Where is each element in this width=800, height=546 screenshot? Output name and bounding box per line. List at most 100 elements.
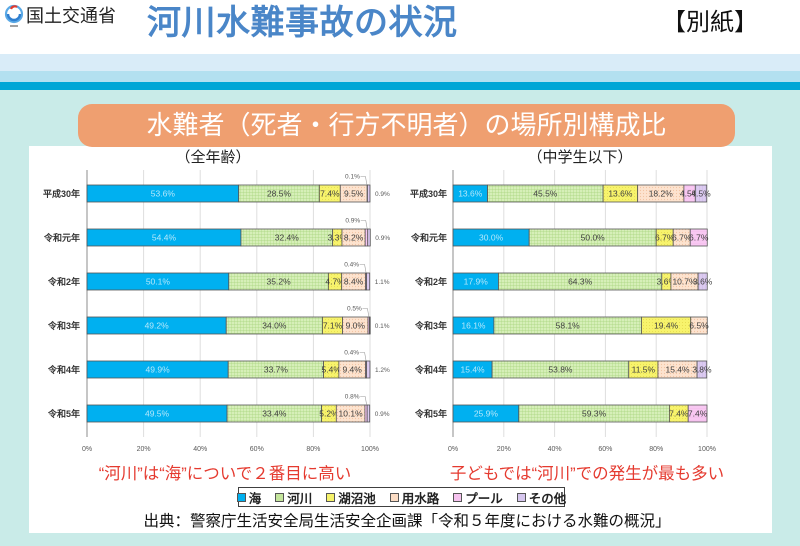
data-label: 5.4% [322,365,342,375]
bar-segment-other [696,360,708,379]
legend-marker-river [275,492,285,502]
data-label: 4.7% [325,277,345,287]
header-band-mid [0,71,800,82]
ministry-logo-icon [4,3,24,30]
data-label: 35.2% [267,277,292,287]
data-label: 10.7% [672,277,697,287]
legend-marker-other [516,492,526,502]
legend-label: プール [465,491,503,506]
data-label: 3.6% [693,277,713,287]
data-label-outside: 0.9% [375,411,390,418]
data-label: 50.0% [581,233,606,243]
data-label: 32.4% [275,233,300,243]
data-label: 9.0% [346,321,366,331]
x-tick-label: 0% [448,446,458,453]
category-label: 令和5年 [47,408,80,419]
section-banner: 水難者（死者・行方不明者）の場所別構成比 [78,104,735,147]
data-label: 7.4% [669,409,689,419]
x-tick-label: 20% [497,446,511,453]
data-label: 18.2% [649,189,674,199]
data-label-outside: 1.1% [375,279,390,286]
data-label: 54.4% [152,233,177,243]
chart-legend: 海 河川 湖沼池 用水路 プール その他 [236,487,566,507]
data-label: 4.5% [691,189,711,199]
data-label: 59.3% [582,409,607,419]
data-label: 30.0% [479,233,504,243]
x-tick-label: 100% [698,446,716,453]
attachment-label: 【別紙】 [662,9,758,36]
bar-segment-pool [687,404,708,423]
data-label: 17.9% [464,277,489,287]
data-label: 16.1% [461,321,486,331]
category-label: 令和元年 [410,232,447,243]
data-label: 8.4% [344,277,364,287]
charts-layer: 0% 20% 40% 60% 80% 100% 平成30年 53.6% 28.5% 7.4% 9.5… [43,170,716,453]
chart-panel [29,146,772,533]
data-label: 7.1% [323,321,343,331]
category-label: 令和2年 [414,276,447,287]
legend-marker-lake [326,492,336,502]
callout-leader-line [360,176,368,186]
category-label: 令和5年 [414,408,447,419]
data-label-callout: 0.4% [344,262,359,269]
callout-leader-line [360,396,367,406]
data-label: 5.2% [319,409,339,419]
legend-label: 海 [248,491,262,506]
data-label: 49.9% [146,365,171,375]
category-label: 令和4年 [414,364,447,375]
data-label: 6.5% [689,321,709,331]
category-label: 平成30年 [43,188,80,199]
data-label: 6.7% [655,233,675,243]
legend-item-canal: 用水路 [389,488,440,507]
x-tick-label: 80% [306,446,320,453]
legend-item-pool: プール [453,488,503,507]
chart-all-ages: 0% 20% 40% 60% 80% 100% 平成30年 53.6% 28.5% 7.4% 9.5… [43,170,390,453]
data-label: 15.4% [665,365,690,375]
legend-item-river: 河川 [275,488,312,507]
data-label-outside: 0.9% [375,191,390,198]
data-label-callout: 0.1% [345,174,360,181]
data-label: 7.4% [688,409,708,419]
legend-item-lake: 湖沼池 [326,488,376,507]
data-label: 3.8% [692,365,712,375]
bar-segment-other [366,404,371,423]
bar-segment-other [694,184,708,203]
bar-segment-other [366,360,371,379]
data-label: 9.5% [344,189,364,199]
data-label-callout: 0.8% [345,394,360,401]
bar-segment-other [367,184,371,203]
data-label: 50.1% [146,277,171,287]
data-label: 28.5% [267,189,292,199]
data-label-outside: 0.1% [375,323,390,330]
data-label: 6.7% [689,233,709,243]
x-tick-label: 40% [548,446,562,453]
annotation-all-ages: “河川”は“海”についで２番目に高い [98,465,352,483]
bar-segment-other [697,272,708,291]
data-label: 34.0% [262,321,287,331]
callout-leader-line [362,308,370,318]
data-label-callout: 0.4% [344,350,359,357]
x-tick-label: 20% [137,446,151,453]
data-label: 11.5% [632,365,656,375]
category-label: 平成30年 [410,188,447,199]
legend-item-other: その他 [516,488,566,507]
legend-marker-pool [453,492,463,502]
bar-segment-canal [690,316,708,335]
x-tick-label: 40% [193,446,207,453]
data-label: 4.5% [680,189,700,199]
legend-label: 用水路 [401,491,440,506]
data-label: 45.5% [533,189,558,199]
category-label: 令和3年 [47,320,80,331]
data-label: 6.7% [672,233,692,243]
data-label: 13.6% [608,189,633,199]
data-label: 25.9% [474,409,499,419]
data-label-callout: 0.9% [345,218,360,225]
chart-junior-high-and-under: 0% 20% 40% 60% 80% 100% 平成30年 13.6% 45.5% 13.6% 18… [410,170,716,453]
data-label: 3.6% [657,277,677,287]
data-label: 53.6% [151,189,176,199]
x-tick-label: 0% [82,446,92,453]
header-band-light [0,54,800,71]
data-label: 10.1% [339,409,364,419]
ministry-name: 国土交通省 [26,6,116,26]
data-label: 3.3% [328,233,348,243]
